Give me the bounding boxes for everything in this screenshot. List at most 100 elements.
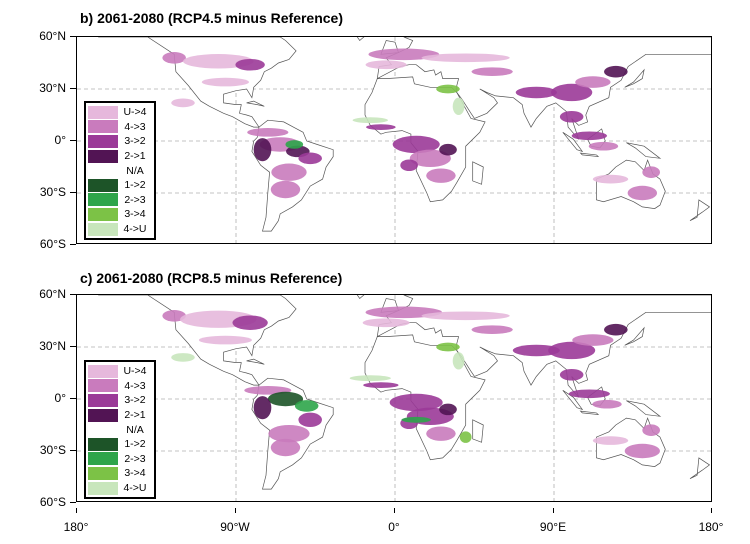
change-patch <box>271 163 307 181</box>
change-patch <box>559 368 584 381</box>
panel-c-legend: U->4 4->3 3->2 2->1 N/A 1->2 2->3 3->4 4->U <box>84 360 156 500</box>
panel-c-lat-60n: 60°N <box>39 287 66 301</box>
legend-entry: 4->3 <box>88 120 152 135</box>
legend-label: 1->2 <box>124 438 146 451</box>
legend-swatch <box>88 178 118 192</box>
change-patch <box>268 425 310 443</box>
legend-swatch <box>88 481 118 495</box>
change-patch <box>548 341 596 360</box>
legend-entry: 3->4 <box>88 207 152 222</box>
legend-label: 4->3 <box>124 379 146 392</box>
change-patch <box>368 48 440 61</box>
change-patch <box>285 140 304 149</box>
change-patch <box>235 58 265 71</box>
legend-swatch <box>88 105 118 119</box>
panel-b-lat-60s: 60°S <box>39 237 66 251</box>
legend-entry: 2->3 <box>88 193 152 208</box>
legend-entry: 3->2 <box>88 393 152 408</box>
change-patch <box>201 77 249 87</box>
coastline <box>626 142 662 159</box>
legend-entry: N/A <box>88 422 152 437</box>
change-patch <box>436 342 460 352</box>
panel-b-lat-30s: 30°S <box>39 185 66 199</box>
legend-label: U->4 <box>123 365 147 378</box>
change-patch <box>572 334 614 346</box>
change-patch <box>270 180 301 199</box>
change-patch <box>400 159 418 172</box>
change-patch <box>436 84 460 94</box>
world-map <box>77 295 711 501</box>
change-patch <box>515 86 557 99</box>
change-patch <box>559 110 584 123</box>
legend-entry: 3->2 <box>88 134 152 149</box>
legend-swatch <box>88 207 118 221</box>
change-patch <box>298 412 322 428</box>
world-map <box>77 37 711 243</box>
legend-entry: 2->3 <box>88 452 152 467</box>
legend-swatch <box>88 164 118 178</box>
legend-entry: 2->1 <box>88 149 152 164</box>
legend-swatch <box>88 452 118 466</box>
change-patch <box>270 438 301 457</box>
legend-label: 3->4 <box>124 467 146 480</box>
change-patch <box>401 416 431 423</box>
panel-c-lat-30n: 30°N <box>39 339 66 353</box>
legend-label: 3->2 <box>124 135 146 148</box>
change-patch <box>439 403 457 416</box>
coastline <box>562 132 584 153</box>
change-patch <box>253 138 272 162</box>
legend-swatch <box>88 393 118 407</box>
lon-0: 0° <box>388 520 400 534</box>
legend-entry: 4->3 <box>88 379 152 394</box>
legend-swatch <box>88 120 118 134</box>
change-patch <box>604 65 628 78</box>
legend-label: 4->3 <box>124 120 146 133</box>
change-patch <box>232 315 268 330</box>
change-patch <box>624 443 660 459</box>
change-patch <box>452 97 465 115</box>
coastline <box>472 419 484 443</box>
change-patch <box>247 128 289 137</box>
change-patch <box>642 166 661 178</box>
legend-label: N/A <box>126 164 144 177</box>
legend-label: 4->U <box>123 223 147 236</box>
legend-entry: 4->U <box>88 481 152 496</box>
legend-entry: N/A <box>88 163 152 178</box>
change-patch <box>588 141 619 151</box>
lon-180e: 180° <box>698 520 724 534</box>
change-patch <box>298 152 322 165</box>
change-patch <box>349 375 391 382</box>
legend-label: 3->2 <box>124 394 146 407</box>
change-patch <box>642 424 661 436</box>
change-patch <box>568 389 610 399</box>
change-patch <box>253 396 272 420</box>
legend-swatch <box>88 466 118 480</box>
change-patch <box>627 185 658 201</box>
legend-swatch <box>88 364 118 378</box>
change-patch <box>512 344 560 357</box>
change-patch <box>362 318 410 328</box>
legend-label: U->4 <box>123 106 147 119</box>
change-patch <box>426 426 456 441</box>
panel-b-lat-60n: 60°N <box>39 29 66 43</box>
change-patch <box>452 352 465 370</box>
panel-c-title: c) 2061-2080 (RCP8.5 minus Reference) <box>80 270 343 286</box>
legend-swatch <box>88 379 118 393</box>
coastline <box>689 457 711 480</box>
change-patch <box>389 393 443 412</box>
change-patch <box>363 382 399 389</box>
legend-entry: 2->1 <box>88 408 152 423</box>
panel-b-map <box>76 36 712 244</box>
change-patch <box>294 400 319 412</box>
coastline <box>246 358 265 365</box>
legend-label: 2->1 <box>124 150 146 163</box>
legend-swatch <box>88 437 118 451</box>
legend-label: 3->4 <box>124 208 146 221</box>
legend-label: 2->1 <box>124 409 146 422</box>
legend-entry: 1->2 <box>88 178 152 193</box>
coastline <box>246 100 265 107</box>
legend-label: 2->3 <box>124 452 146 465</box>
coastline <box>689 199 711 222</box>
panel-c-lat-0: 0° <box>54 391 66 405</box>
change-patch <box>198 335 252 345</box>
